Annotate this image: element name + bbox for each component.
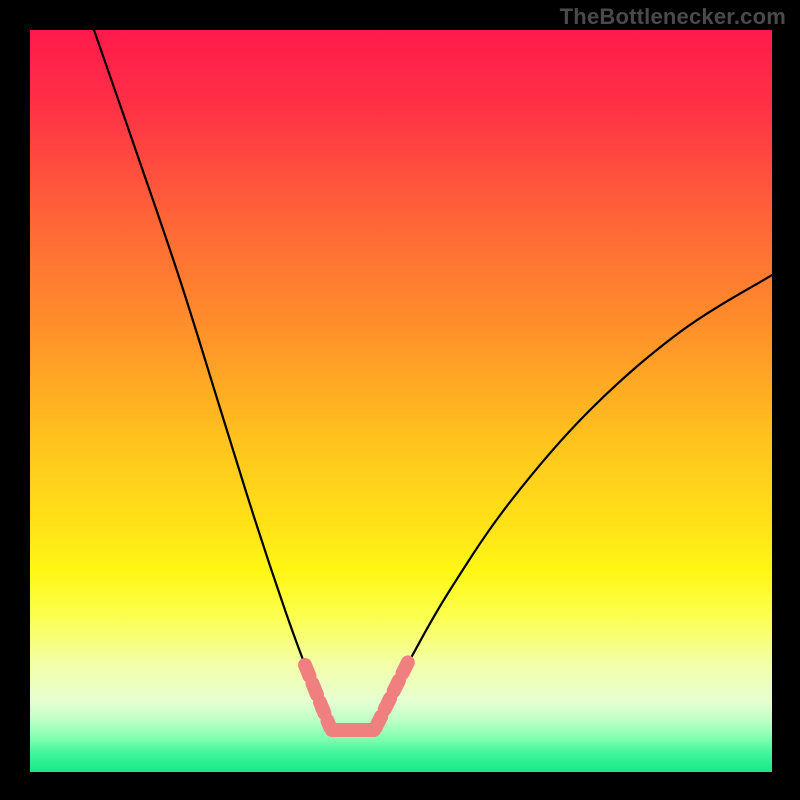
bottom-slope-right (376, 658, 410, 727)
curve-left (94, 30, 330, 725)
bottom-slope-left (305, 665, 330, 727)
watermark-text: TheBottlenecker.com (560, 4, 786, 30)
curve-right (376, 275, 772, 725)
chart-stage: TheBottlenecker.com (0, 0, 800, 800)
curve-layer (30, 30, 772, 772)
